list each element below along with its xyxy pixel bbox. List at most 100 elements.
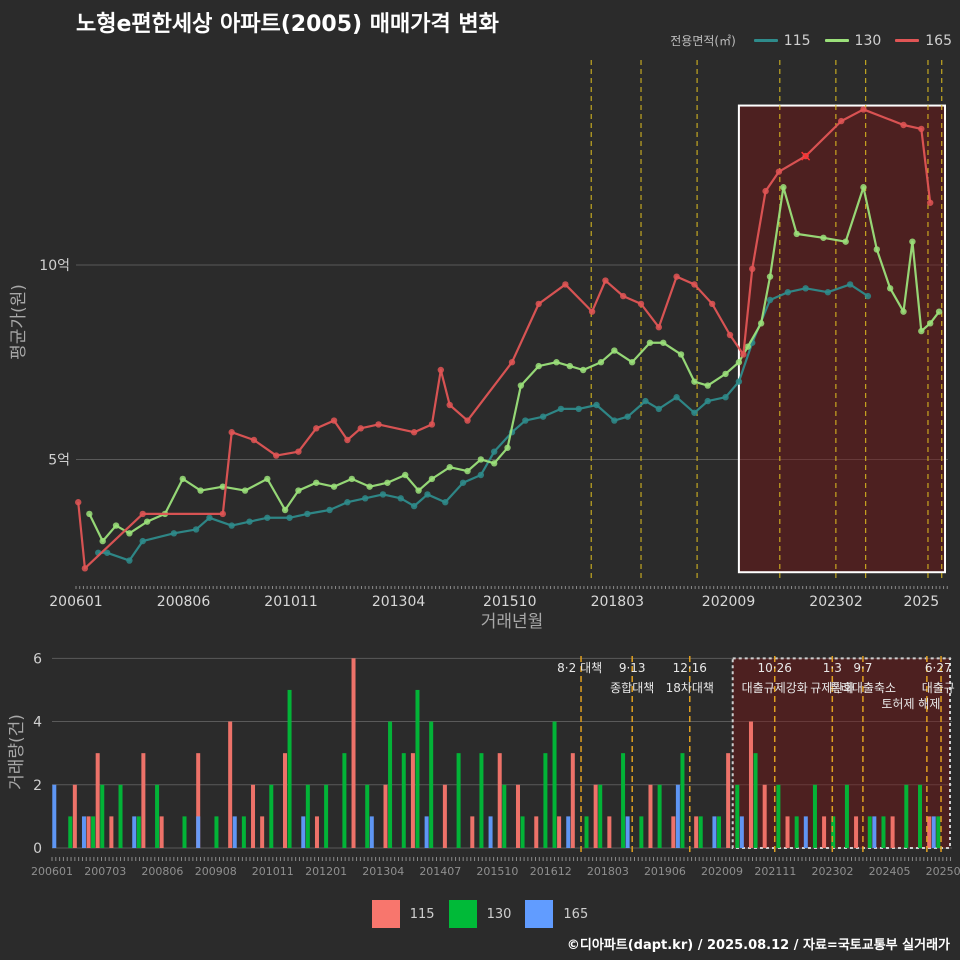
price-point-130 (744, 343, 751, 350)
price-point-115 (139, 537, 146, 545)
price-point-130 (143, 518, 151, 525)
price-point-165 (81, 565, 89, 572)
volume-y-tick-label: 6 (33, 651, 42, 667)
price-x-tick-label: 202009 (702, 594, 755, 610)
price-point-130 (766, 273, 774, 280)
volume-bar-115 (228, 721, 233, 848)
volume-bar-115 (748, 721, 753, 848)
volume-bar-130 (68, 816, 73, 848)
price-point-165 (927, 199, 934, 206)
price-point-130 (112, 522, 120, 529)
volume-bar-130 (520, 816, 525, 848)
legend-top-item-130: 130 (824, 32, 882, 49)
legend-top-label-115: 115 (783, 32, 811, 49)
price-point-165 (313, 425, 320, 432)
price-point-115 (522, 417, 529, 424)
price-point-115 (766, 296, 774, 304)
price-x-axis-label: 거래년월 (481, 612, 544, 632)
volume-bar-115 (785, 816, 790, 848)
volume-x-tick-label: 201201 (305, 865, 347, 878)
legend-top-item-165: 165 (895, 33, 952, 49)
volume-bar-130 (118, 784, 123, 848)
volume-bar-115 (72, 784, 77, 848)
volume-bar-130 (584, 816, 589, 848)
price-point-130 (660, 339, 667, 346)
volume-bar-130 (698, 816, 703, 848)
price-point-130 (241, 487, 249, 494)
price-point-130 (927, 320, 934, 327)
legend-bottom-swatch-165 (525, 900, 554, 928)
price-point-165 (330, 417, 338, 424)
price-x-tick-label: 201011 (264, 594, 317, 610)
volume-bar-130 (365, 784, 370, 848)
price-point-115 (442, 499, 449, 506)
price-point-165 (219, 510, 227, 518)
volume-x-tick-label: 201304 (362, 865, 404, 878)
price-point-165 (250, 436, 258, 444)
volume-bar-130 (918, 784, 923, 848)
volume-bar-130 (794, 816, 799, 848)
price-point-165 (691, 281, 698, 288)
price-point-115 (126, 557, 133, 564)
price-point-165 (410, 429, 418, 436)
price-point-130 (918, 327, 925, 335)
volume-bar-115 (282, 753, 287, 848)
volume-bar-130 (621, 753, 626, 848)
price-point-115 (361, 495, 369, 502)
volume-x-tick-label: 201510 (476, 865, 518, 878)
volume-x-tick-label: 202111 (754, 865, 796, 878)
volume-bar-130 (881, 816, 886, 848)
price-point-165 (740, 351, 747, 358)
volume-bar-130 (100, 784, 105, 848)
volume-annotation-line1: 9·7 (853, 661, 872, 675)
price-point-165 (637, 300, 645, 308)
legend-top-title: 전용면적(㎡) (670, 34, 736, 48)
legend-top-label-130: 130 (854, 32, 882, 49)
price-point-115 (539, 413, 547, 420)
legend-top-swatch-115 (753, 39, 778, 42)
volume-bar-130 (415, 689, 420, 848)
price-point-115 (379, 491, 387, 498)
price-point-115 (642, 397, 649, 405)
volume-bar-130 (388, 721, 393, 848)
volume-x-tick-label: 200908 (195, 865, 237, 878)
legend-bottom: 115 130 165 (0, 900, 960, 928)
price-point-165 (762, 187, 769, 195)
price-point-115 (611, 417, 618, 424)
volume-bar-165 (424, 816, 429, 848)
volume-bar-130 (401, 753, 406, 848)
legend-top-swatch-130 (824, 39, 849, 42)
volume-bar-130 (287, 689, 292, 848)
volume-bar-130 (182, 816, 187, 848)
volume-bar-130 (479, 753, 484, 848)
price-point-130 (860, 184, 867, 191)
volume-bar-130 (552, 721, 557, 848)
price-point-115 (410, 502, 418, 510)
price-point-130 (517, 382, 525, 389)
price-point-130 (504, 444, 511, 451)
price-line-165 (77, 108, 932, 570)
price-x-tick-label: 200601 (49, 594, 102, 610)
price-point-130 (886, 285, 894, 292)
price-point-115 (624, 413, 631, 420)
volume-bar-115 (383, 784, 388, 848)
volume-bar-165 (301, 816, 306, 848)
price-point-115 (192, 526, 200, 533)
price-point-130 (402, 471, 409, 479)
price-point-115 (397, 495, 404, 502)
volume-bar-115 (351, 658, 356, 848)
price-y-axis-label: 평균가(원) (9, 284, 29, 360)
volume-bar-115 (141, 753, 146, 848)
volume-bar-115 (410, 753, 415, 848)
volume-annotation-line1: 6·27 (925, 661, 952, 675)
volume-bar-115 (822, 816, 827, 848)
volume-annotation-line2: 대출규 (922, 681, 955, 695)
price-point-130 (179, 475, 186, 483)
price-point-165 (900, 121, 907, 129)
volume-y-axis-label: 거래량(건) (7, 714, 27, 790)
volume-bar-115 (196, 753, 201, 848)
volume-x-tick-label: 202009 (701, 865, 743, 878)
volume-bar-165 (369, 816, 374, 848)
volume-x-tick-label: 201906 (644, 865, 686, 878)
